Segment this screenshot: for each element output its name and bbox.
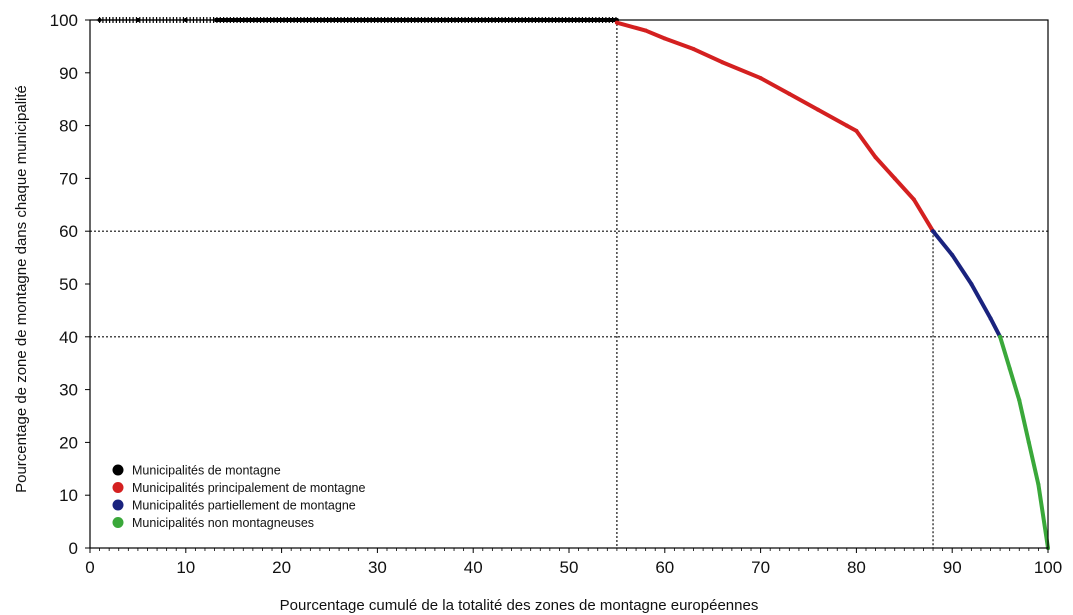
data-point xyxy=(854,128,859,133)
y-tick-label: 60 xyxy=(59,222,78,241)
data-point xyxy=(662,36,667,41)
x-tick-label: 40 xyxy=(464,558,483,577)
data-point xyxy=(1026,440,1031,445)
data-point xyxy=(969,282,974,286)
x-tick-label: 90 xyxy=(943,558,962,577)
data-point xyxy=(720,60,725,65)
y-tick-label: 90 xyxy=(59,64,78,83)
legend-label: Municipalités partiellement de montagne xyxy=(132,499,356,513)
y-axis-label: Pourcentage de zone de montagne dans cha… xyxy=(13,85,30,493)
legend-box xyxy=(100,456,475,538)
series-line xyxy=(614,20,936,234)
legend-marker xyxy=(112,482,124,493)
x-tick-label: 60 xyxy=(655,558,674,577)
x-tick-label: 70 xyxy=(751,558,770,577)
data-point xyxy=(873,155,878,160)
data-point xyxy=(1036,482,1041,487)
x-tick-label: 100 xyxy=(1034,558,1062,577)
y-tick-label: 50 xyxy=(59,275,78,294)
y-tick-label: 70 xyxy=(59,169,78,188)
data-point xyxy=(691,47,696,52)
data-point xyxy=(911,197,916,202)
series-2 xyxy=(614,20,936,234)
legend-label: Municipalités principalement de montagne xyxy=(132,481,366,495)
data-point xyxy=(614,20,619,25)
x-tick-label: 10 xyxy=(176,558,195,577)
x-tick-label: 50 xyxy=(560,558,579,577)
tick-labels: 0 10 20 30 40 50 60 70 80 90 100 0 10 20 30 40 50 60 70 80 9… xyxy=(50,11,1063,577)
data-point xyxy=(1007,366,1012,371)
data-point xyxy=(892,176,897,181)
data-point xyxy=(844,123,849,128)
data-point xyxy=(931,229,936,234)
y-tick-label: 10 xyxy=(59,486,78,505)
y-tick-label: 40 xyxy=(59,328,78,347)
y-tick-label: 100 xyxy=(50,11,78,30)
data-point xyxy=(988,316,993,321)
data-point xyxy=(758,76,763,81)
legend-label: Municipalités non montagneuses xyxy=(132,516,314,530)
data-point xyxy=(643,28,648,33)
legend-marker xyxy=(112,517,124,528)
reference-lines xyxy=(90,20,1048,548)
y-tick-label: 20 xyxy=(59,433,78,452)
data-point xyxy=(950,252,955,257)
data-point xyxy=(998,334,1003,339)
x-tick-label: 0 xyxy=(85,558,94,577)
y-tick-label: 30 xyxy=(59,381,78,400)
data-point xyxy=(1017,398,1022,403)
series-line xyxy=(998,334,1050,550)
x-tick-label: 20 xyxy=(272,558,291,577)
series-4 xyxy=(998,334,1050,550)
data-point xyxy=(787,91,792,96)
y-tick-label: 0 xyxy=(69,539,78,558)
axes xyxy=(85,19,1049,553)
y-tick-label: 80 xyxy=(59,117,78,136)
legend-label: Municipalités de montagne xyxy=(132,464,281,478)
x-tick-label: 80 xyxy=(847,558,866,577)
x-tick-label: 30 xyxy=(368,558,387,577)
x-axis-label: Pourcentage cumulé de la totalité des zo… xyxy=(280,597,759,614)
legend-marker xyxy=(112,464,124,476)
legend-marker xyxy=(112,499,124,511)
legend: Municipalités de montagne Municipalités p… xyxy=(100,456,475,538)
data-point xyxy=(816,107,821,112)
